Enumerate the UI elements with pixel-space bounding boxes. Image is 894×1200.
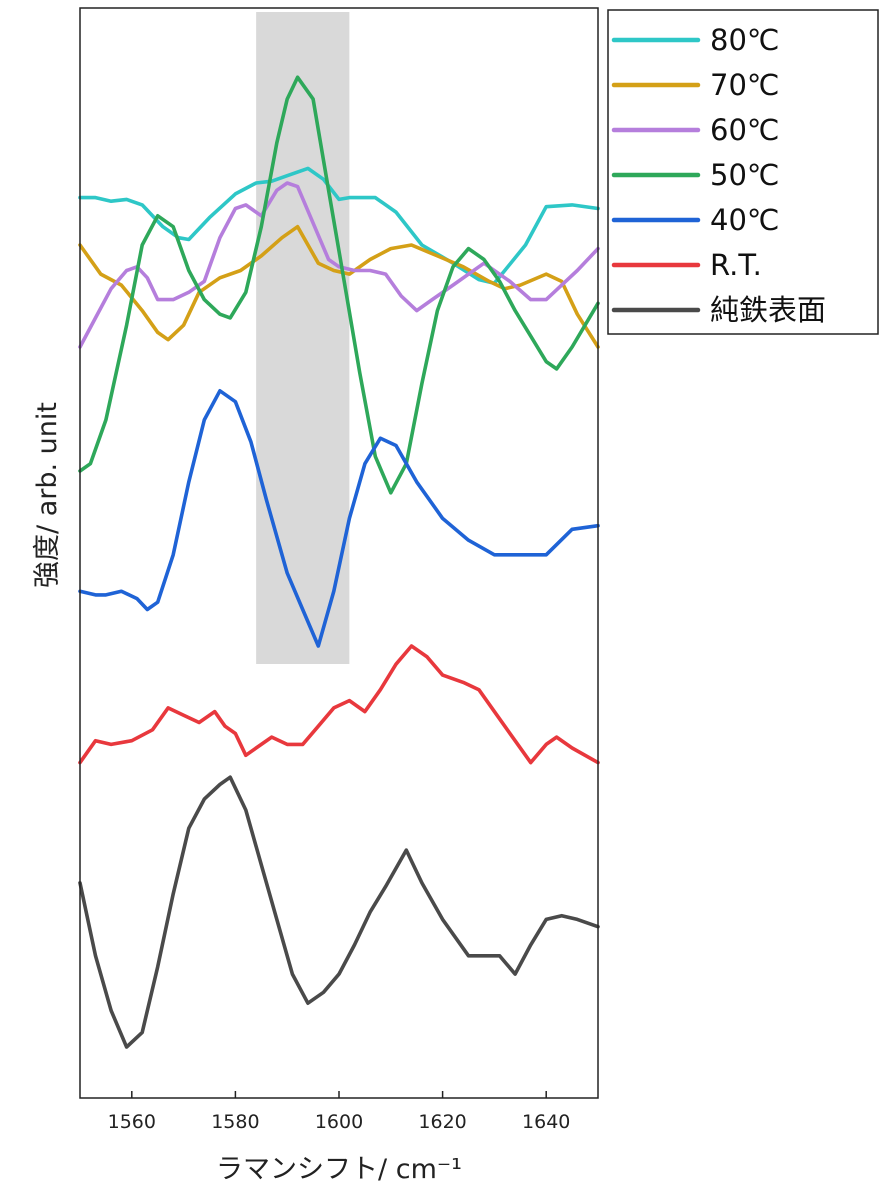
series-line-3	[78, 75, 600, 495]
x-tick-label: 1620	[418, 1111, 466, 1133]
series-line-5	[78, 644, 600, 765]
x-tick-label: 1640	[522, 1111, 570, 1133]
legend-box	[607, 9, 879, 335]
series-line-0	[78, 166, 600, 285]
highlight-band	[256, 12, 350, 664]
y-axis-title: 強度/ arb. unit	[32, 402, 63, 588]
series-line-6	[78, 775, 600, 1049]
series-line-1	[78, 224, 600, 349]
x-axis: 1560 1580 1600 1620 1640	[108, 1091, 570, 1133]
legend-label: 50℃	[710, 158, 779, 192]
x-tick-label: 1580	[211, 1111, 259, 1133]
legend-label: 純鉄表面	[710, 293, 826, 327]
highlight-band-layer	[256, 12, 350, 664]
series-layer	[78, 75, 600, 1049]
x-tick-label: 1600	[315, 1111, 363, 1133]
series-line-4	[78, 389, 600, 648]
x-axis-title: ラマンシフト/ cm⁻¹	[216, 1154, 462, 1185]
legend: 80℃ 70℃ 60℃ 50℃ 40℃ R.T. 純鉄表面	[607, 9, 879, 335]
legend-label: 40℃	[710, 203, 779, 237]
legend-label: R.T.	[710, 248, 762, 282]
legend-label: 60℃	[710, 113, 779, 147]
series-line-2	[78, 181, 600, 349]
legend-label: 70℃	[710, 68, 779, 102]
legend-label: 80℃	[710, 23, 779, 57]
x-tick-label: 1560	[108, 1111, 156, 1133]
